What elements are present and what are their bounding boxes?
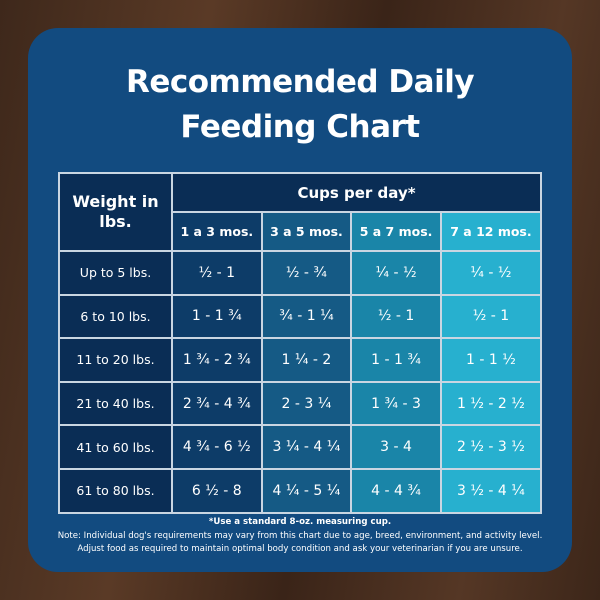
notes: *Use a standard 8-oz. measuring cup. Not… [0, 516, 600, 557]
cups-cell: 3 - 4 [350, 424, 442, 470]
weight-cell: Up to 5 lbs. [58, 250, 173, 296]
cups-cell: 1 ¾ - 2 ¾ [171, 337, 263, 383]
cups-cell: 1 - 1 ½ [439, 337, 543, 383]
cups-cell: 4 ¾ - 6 ½ [171, 424, 263, 470]
cups-cell: ¼ - ½ [350, 250, 442, 296]
cups-cell: 1 ½ - 2 ½ [439, 380, 543, 427]
cups-cell: 4 ¼ - 5 ¼ [260, 467, 353, 514]
cups-cell: 2 ¾ - 4 ¾ [171, 380, 263, 427]
cups-cell: 1 ¼ - 2 [260, 337, 353, 383]
cups-cell: 1 - 1 ¾ [350, 337, 442, 383]
cups-cell: 2 - 3 ¼ [260, 380, 353, 427]
column-header: 7 a 12 mos. [439, 211, 543, 252]
cups-cell: ½ - ¾ [260, 250, 353, 296]
cups-header: Cups per day* [171, 172, 542, 213]
cups-cell: 2 ½ - 3 ½ [439, 424, 543, 470]
title-line-1: Recommended Daily [125, 64, 475, 100]
cups-cell: 3 ½ - 4 ¼ [439, 467, 543, 514]
cups-cell: ½ - 1 [171, 250, 263, 296]
cups-cell: ½ - 1 [439, 293, 543, 340]
weight-header: Weight in lbs. [58, 172, 173, 252]
weight-cell: 61 to 80 lbs. [58, 467, 173, 514]
column-header: 3 a 5 mos. [260, 211, 353, 252]
weight-cell: 6 to 10 lbs. [58, 293, 173, 340]
weight-cell: 11 to 20 lbs. [58, 337, 173, 383]
title-line-2: Feeding Chart [180, 109, 420, 145]
cups-cell: 6 ½ - 8 [171, 467, 263, 514]
cups-cell: ¼ - ½ [439, 250, 543, 296]
cups-cell: ¾ - 1 ¼ [260, 293, 353, 340]
page-title: Recommended Daily Feeding Chart [0, 60, 600, 150]
weight-cell: 41 to 60 lbs. [58, 424, 173, 470]
cups-cell: 4 - 4 ¾ [350, 467, 442, 514]
footnote: *Use a standard 8-oz. measuring cup. [208, 517, 392, 527]
feeding-table: Weight in lbs. Cups per day* 1 a 3 mos. … [58, 172, 543, 514]
cups-cell: 1 - 1 ¾ [171, 293, 263, 340]
note-line-2: Adjust food as required to maintain opti… [77, 544, 523, 554]
cups-cell: 1 ¾ - 3 [350, 380, 442, 427]
note-line-1: Note: Individual dog's requirements may … [57, 530, 543, 541]
cups-cell: 3 ¼ - 4 ¼ [260, 424, 353, 470]
weight-cell: 21 to 40 lbs. [58, 380, 173, 427]
column-header: 1 a 3 mos. [171, 211, 263, 252]
cups-cell: ½ - 1 [350, 293, 442, 340]
column-header: 5 a 7 mos. [350, 211, 442, 252]
